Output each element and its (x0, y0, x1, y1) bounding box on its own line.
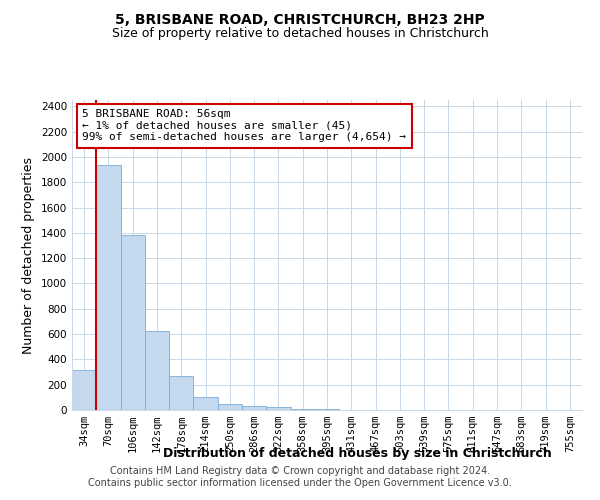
Bar (96, 164, 121, 410)
Text: Distribution of detached houses by size in Christchurch: Distribution of detached houses by size … (163, 448, 551, 460)
Bar (218, 404, 242, 410)
Bar (242, 406, 266, 410)
Bar (145, 331, 169, 410)
Y-axis label: Number of detached properties: Number of detached properties (22, 156, 35, 354)
Text: 5, BRISBANE ROAD, CHRISTCHURCH, BH23 2HP: 5, BRISBANE ROAD, CHRISTCHURCH, BH23 2HP (115, 12, 485, 26)
Bar (266, 408, 290, 410)
Text: 5 BRISBANE ROAD: 56sqm
← 1% of detached houses are smaller (45)
99% of semi-deta: 5 BRISBANE ROAD: 56sqm ← 1% of detached … (82, 110, 406, 142)
Bar (121, 236, 145, 410)
Bar (169, 376, 193, 410)
Bar (193, 398, 218, 410)
Text: Size of property relative to detached houses in Christchurch: Size of property relative to detached ho… (112, 28, 488, 40)
Bar (72, 370, 96, 410)
Text: Contains public sector information licensed under the Open Government Licence v3: Contains public sector information licen… (88, 478, 512, 488)
Bar (290, 408, 315, 410)
Text: Contains HM Land Registry data © Crown copyright and database right 2024.: Contains HM Land Registry data © Crown c… (110, 466, 490, 476)
